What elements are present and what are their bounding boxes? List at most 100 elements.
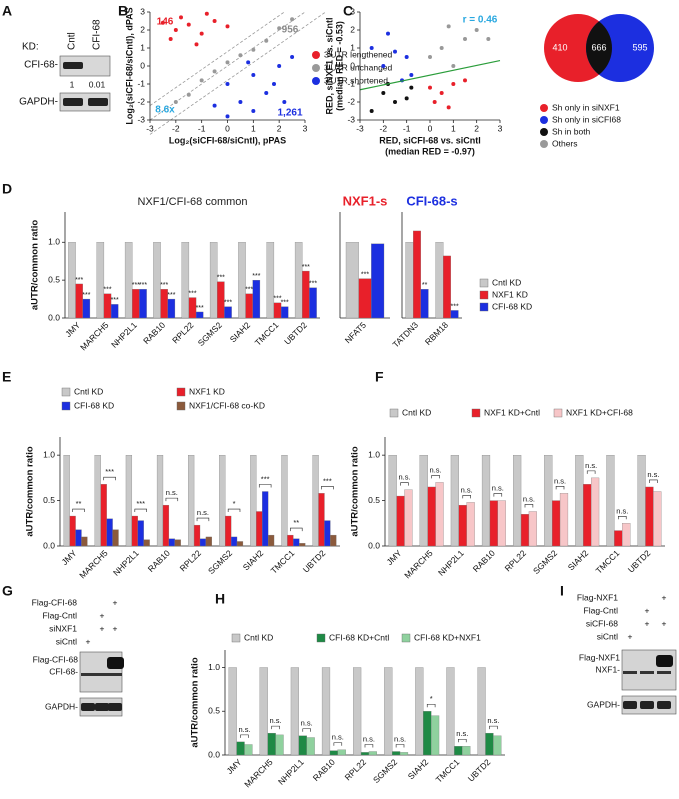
significance-label: *** [196, 305, 204, 312]
bar [653, 491, 662, 547]
x-tick-label: NHP2L1 [109, 320, 139, 350]
bar [225, 515, 232, 547]
bracket [333, 742, 343, 746]
bar [275, 734, 284, 756]
significance-label: *** [245, 287, 253, 294]
y-tick-label: -1 [137, 78, 145, 88]
bar [75, 529, 82, 547]
bar [209, 242, 218, 319]
x-tick-label: RPL22 [503, 548, 529, 574]
bar [497, 500, 506, 547]
bar [520, 514, 530, 547]
point [446, 105, 451, 110]
point [409, 73, 414, 77]
condition-label: siNXF1 [49, 623, 77, 633]
bar [477, 667, 486, 756]
bracket [431, 475, 440, 479]
point [290, 17, 295, 22]
bar [446, 667, 455, 756]
bar [466, 502, 475, 547]
bar [321, 667, 331, 756]
significance-label: *** [167, 292, 175, 299]
legend-label: NXF1 KD+Cntl [484, 407, 540, 417]
legend-marker [471, 408, 481, 418]
legend-label: CFI-68 KD [74, 400, 114, 410]
significance-label: *** [103, 287, 111, 294]
band [107, 657, 124, 669]
band-label: NXF1- [595, 664, 620, 674]
bar [622, 523, 631, 547]
x-tick-label: SGMS2 [531, 548, 559, 576]
bar [606, 455, 615, 547]
point [264, 91, 269, 95]
x-tick-label: -1 [403, 123, 411, 133]
bar [82, 298, 91, 319]
bar [384, 667, 393, 756]
significance-label: n.s. [166, 488, 178, 497]
point [186, 92, 191, 97]
bar [75, 283, 83, 319]
bar [287, 534, 294, 547]
loading-label: GAPDH- [45, 701, 78, 711]
x-tick-label: JMY [224, 757, 243, 776]
bar [195, 311, 204, 319]
bar [345, 242, 359, 319]
bar [281, 455, 288, 547]
bar [583, 484, 592, 547]
guide-line [149, 11, 326, 135]
significance-label: *** [323, 476, 332, 485]
bar [337, 749, 346, 756]
point [204, 11, 209, 16]
bar [132, 289, 140, 319]
x-tick-label: SIAH2 [406, 757, 431, 782]
bar [329, 750, 338, 756]
bar [267, 732, 276, 756]
x-tick-label: MARCH5 [242, 757, 275, 790]
significance-label: n.s. [238, 725, 250, 734]
legend-marker [312, 64, 320, 72]
legend-marker [479, 278, 489, 288]
annotation: 1,261 [277, 108, 302, 119]
band [657, 671, 671, 674]
bar [236, 741, 245, 756]
annotation: r = 0.46 [463, 15, 498, 26]
bar [230, 536, 238, 547]
bar [188, 455, 195, 547]
bar [528, 511, 537, 547]
significance-label: n.s. [456, 729, 468, 738]
band [95, 703, 109, 711]
point [199, 31, 204, 36]
significance-label: *** [75, 277, 83, 284]
x-tick-label: TMCC1 [253, 320, 281, 348]
point [446, 24, 451, 29]
plus-sign: + [100, 610, 105, 620]
x-tick-label: TMCC1 [269, 548, 297, 576]
bar [435, 482, 444, 547]
band [623, 671, 637, 674]
point [160, 20, 165, 25]
bar [94, 455, 101, 547]
bar [81, 536, 88, 547]
bar [544, 455, 553, 547]
bracket [493, 493, 503, 497]
x-tick-label: SIAH2 [241, 548, 266, 573]
point [369, 46, 374, 50]
significance-label: *** [302, 264, 310, 271]
x-tick-label: -1 [198, 123, 206, 133]
bar [450, 455, 459, 547]
bar [125, 455, 133, 547]
legend-marker [312, 77, 320, 85]
blot-header: KD: [22, 42, 39, 53]
legend-marker [61, 387, 71, 397]
point [225, 24, 230, 29]
bar [443, 255, 451, 319]
legend-label: Sh only in siNXF1 [552, 102, 620, 112]
band [657, 701, 671, 709]
significance-label: *** [139, 282, 147, 289]
point [277, 26, 282, 31]
bar [224, 306, 232, 319]
legend-marker [540, 116, 548, 124]
panel-label: G [2, 583, 13, 599]
bar [69, 515, 76, 547]
bar [489, 500, 498, 547]
